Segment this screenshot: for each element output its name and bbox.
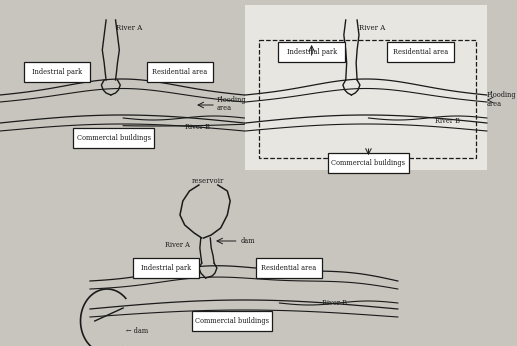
Bar — [132, 258, 199, 278]
Text: Indestrial park: Indestrial park — [141, 264, 191, 272]
Bar — [328, 153, 409, 173]
Bar — [387, 42, 454, 62]
Text: Commercial buildings: Commercial buildings — [195, 317, 269, 325]
Bar — [192, 311, 272, 331]
Bar — [279, 42, 345, 62]
Text: Flooding: Flooding — [487, 91, 516, 99]
Bar — [73, 128, 154, 148]
Text: dam: dam — [240, 237, 255, 245]
Text: River A: River A — [164, 241, 189, 249]
Text: area: area — [487, 100, 502, 108]
Text: River B: River B — [322, 299, 347, 307]
Text: Residential area: Residential area — [153, 68, 208, 76]
Text: Flooding: Flooding — [217, 96, 247, 104]
Text: Indestrial park: Indestrial park — [32, 68, 82, 76]
Text: area: area — [217, 104, 232, 112]
Text: River B: River B — [435, 117, 460, 125]
Text: reservoir: reservoir — [192, 177, 224, 185]
Text: River B: River B — [185, 123, 210, 131]
Text: Commercial buildings: Commercial buildings — [77, 134, 150, 142]
Bar — [258, 40, 477, 158]
Bar — [256, 258, 322, 278]
Text: River A: River A — [359, 24, 385, 32]
Text: ← dam: ← dam — [126, 327, 148, 335]
Text: Residential area: Residential area — [393, 48, 448, 56]
Text: Residential area: Residential area — [261, 264, 316, 272]
Bar — [246, 5, 487, 170]
Bar — [147, 62, 213, 82]
Text: Commercial buildings: Commercial buildings — [331, 159, 405, 167]
Text: River A: River A — [116, 24, 142, 32]
Bar — [24, 62, 90, 82]
Text: Indestrial park: Indestrial park — [286, 48, 337, 56]
